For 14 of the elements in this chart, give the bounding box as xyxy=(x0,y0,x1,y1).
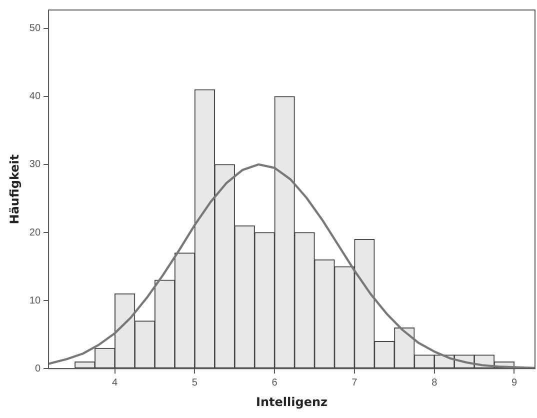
y-axis-title: Häufigkeit xyxy=(7,154,22,224)
y-tick-label: 0 xyxy=(34,363,41,374)
x-axis-title: Intelligenz xyxy=(256,394,328,409)
x-tick-label: 4 xyxy=(112,377,118,388)
x-tick-label: 6 xyxy=(272,377,278,388)
y-tick-label: 10 xyxy=(29,295,41,306)
y-tick-label: 50 xyxy=(29,23,41,34)
x-tick-label: 8 xyxy=(432,377,438,388)
y-tick-label: 30 xyxy=(29,159,41,170)
x-tick-label: 9 xyxy=(511,377,518,388)
x-tick-label: 5 xyxy=(192,377,198,388)
y-tick-label: 40 xyxy=(29,91,41,102)
x-tick-label: 7 xyxy=(352,377,358,388)
y-tick-label: 20 xyxy=(29,227,41,238)
